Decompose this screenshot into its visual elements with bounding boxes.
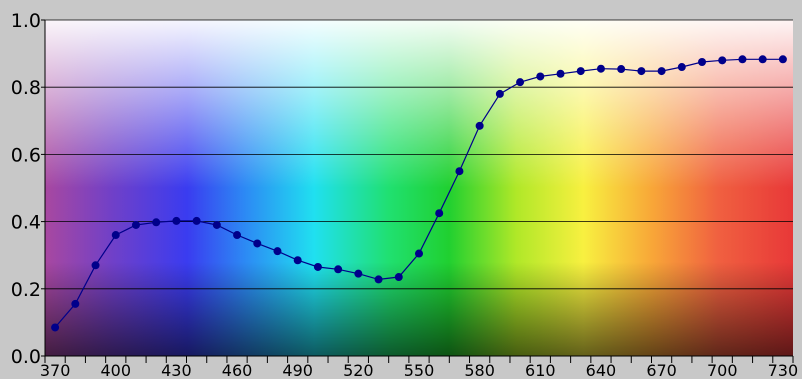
data-point: [51, 323, 60, 332]
data-point: [91, 261, 100, 270]
data-point: [718, 56, 727, 65]
data-point: [152, 218, 161, 227]
x-tick-label: 460: [222, 361, 253, 379]
data-point: [71, 299, 80, 308]
x-tick-label: 520: [343, 361, 374, 379]
data-point: [617, 65, 626, 74]
data-point: [233, 231, 242, 240]
data-point: [738, 55, 747, 64]
data-point: [131, 220, 140, 229]
x-tick-label: 490: [282, 361, 313, 379]
y-tick-label: 0.8: [11, 77, 41, 99]
x-tick-label: 580: [464, 361, 495, 379]
plot-background: [45, 20, 793, 356]
y-tick-label: 0.4: [11, 212, 41, 234]
data-point: [354, 269, 363, 278]
y-tick-label: 0.6: [11, 144, 41, 166]
data-point: [475, 121, 484, 130]
x-tick-label: 400: [100, 361, 131, 379]
data-point: [273, 247, 282, 256]
data-point: [111, 231, 120, 240]
x-axis-tick-labels: 370 400 430 460 490 520 550 580 610 640 670 700 730: [40, 356, 798, 379]
data-point: [677, 63, 686, 72]
series-markers: [51, 55, 787, 332]
data-point: [293, 256, 302, 265]
x-tick-label: 640: [586, 361, 617, 379]
y-axis-tick-labels: 0.0 0.2 0.4 0.6 0.8 1.0: [11, 10, 45, 368]
x-tick-label: 550: [404, 361, 435, 379]
data-point: [536, 72, 545, 81]
data-point: [758, 55, 767, 64]
data-point: [374, 275, 383, 284]
data-point: [455, 167, 464, 176]
data-point: [212, 220, 221, 229]
data-point: [596, 64, 605, 73]
y-tick-label: 0.0: [11, 346, 41, 368]
x-tick-label: 430: [161, 361, 192, 379]
data-point: [698, 58, 707, 66]
x-tick-label: 370: [40, 361, 71, 379]
data-point: [778, 55, 787, 64]
y-tick-label: 1.0: [11, 10, 41, 32]
data-point: [172, 216, 181, 225]
data-point: [313, 262, 322, 271]
y-tick-label: 0.2: [11, 279, 41, 301]
x-tick-label: 670: [646, 361, 677, 379]
data-point: [576, 67, 585, 76]
data-point: [192, 216, 201, 225]
data-point: [495, 89, 504, 98]
data-point: [394, 273, 403, 282]
grid-lines: [45, 19, 793, 290]
axes: [44, 20, 793, 357]
data-point: [657, 67, 666, 76]
data-point: [415, 249, 423, 258]
x-tick-label: 610: [525, 361, 556, 379]
data-point: [334, 265, 343, 274]
data-point: [253, 239, 262, 248]
data-point: [556, 69, 565, 78]
x-tick-label: 730: [768, 361, 799, 379]
x-tick-label: 700: [707, 361, 738, 379]
data-point: [435, 209, 444, 218]
data-point: [516, 78, 525, 87]
data-point: [637, 67, 646, 76]
